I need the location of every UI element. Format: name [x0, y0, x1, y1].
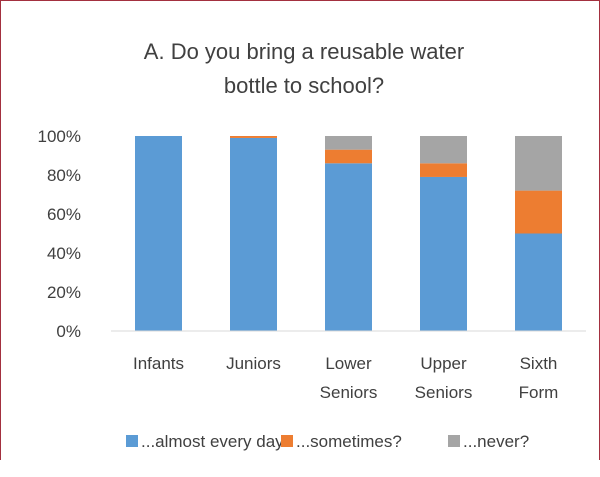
legend-swatch-series-3 [448, 435, 460, 447]
y-axis: 0% 20% 40% 60% 80% 100% [38, 127, 81, 341]
x-category-label: Infants [133, 354, 184, 373]
bar-segment-series-2-cat-5 [515, 190, 562, 234]
bar-segment-series-1-cat-4 [420, 176, 467, 331]
legend-label-series-2: ...sometimes? [296, 432, 402, 451]
bars [135, 136, 562, 331]
y-tick-label: 100% [38, 127, 81, 146]
chart-title-line: A. Do you bring a reusable water [144, 39, 464, 64]
x-axis: Infants Juniors Lower Seniors Upper Seniors Si… [133, 354, 558, 402]
x-category-label: Seniors [320, 383, 378, 402]
chart-frame: A. Do you bring a reusable water bottle t… [0, 0, 600, 460]
x-category-label: Sixth [520, 354, 558, 373]
legend-label-series-1: ...almost every day? [141, 432, 293, 451]
x-category-label: Juniors [226, 354, 281, 373]
bar-segment-series-1-cat-5 [515, 233, 562, 331]
y-tick-label: 0% [56, 322, 81, 341]
legend-swatch-series-1 [126, 435, 138, 447]
bar-segment-series-3-cat-5 [515, 136, 562, 191]
x-category-label: Upper [420, 354, 467, 373]
bar-segment-series-2-cat-3 [325, 149, 372, 164]
bar-segment-series-1-cat-1 [135, 136, 182, 331]
chart-title: A. Do you bring a reusable water bottle t… [144, 39, 464, 98]
legend-label-series-3: ...never? [463, 432, 529, 451]
bar-segment-series-1-cat-3 [325, 163, 372, 331]
y-tick-label: 80% [47, 166, 81, 185]
x-category-label: Lower [325, 354, 372, 373]
y-tick-label: 20% [47, 283, 81, 302]
bar-segment-series-2-cat-4 [420, 163, 467, 177]
y-tick-label: 40% [47, 244, 81, 263]
bar-segment-series-3-cat-3 [325, 136, 372, 150]
x-category-label: Form [519, 383, 559, 402]
stacked-bar-chart: A. Do you bring a reusable water bottle t… [38, 39, 586, 451]
y-tick-label: 60% [47, 205, 81, 224]
bar-segment-series-2-cat-2 [230, 136, 277, 138]
legend-swatch-series-2 [281, 435, 293, 447]
bar-segment-series-1-cat-2 [230, 137, 277, 331]
bar-segment-series-3-cat-4 [420, 136, 467, 164]
legend: ...almost every day? ...sometimes? ...neve… [126, 432, 529, 451]
chart-title-line: bottle to school? [224, 73, 384, 98]
x-category-label: Seniors [415, 383, 473, 402]
